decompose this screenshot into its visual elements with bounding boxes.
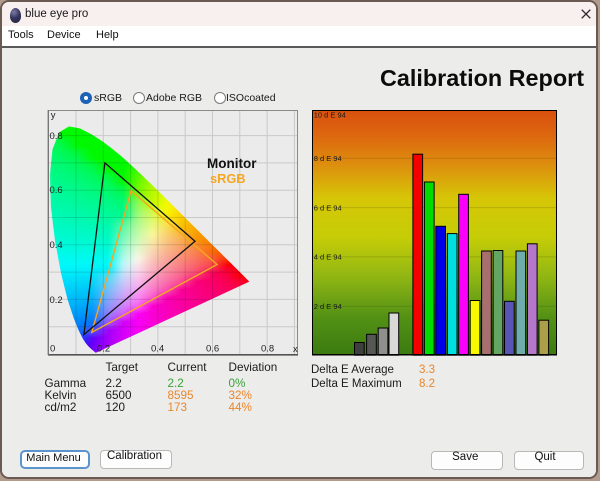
svg-text:0.8: 0.8 [50, 131, 63, 142]
svg-text:6 d E 94: 6 d E 94 [314, 203, 342, 212]
svg-text:Monitor: Monitor [207, 156, 257, 171]
svg-text:10 d E 94: 10 d E 94 [314, 111, 346, 120]
svg-text:sRGB: sRGB [210, 171, 246, 186]
svg-text:0.2: 0.2 [50, 295, 63, 306]
svg-text:4 d E 94: 4 d E 94 [314, 253, 342, 262]
svg-text:0.4: 0.4 [151, 344, 164, 355]
svg-text:2 d E 94: 2 d E 94 [314, 302, 342, 311]
svg-text:0.4: 0.4 [50, 240, 63, 251]
svg-text:8 d E 94: 8 d E 94 [314, 154, 342, 163]
svg-text:0: 0 [50, 344, 55, 355]
svg-text:0.6: 0.6 [50, 185, 63, 196]
svg-text:x: x [293, 344, 298, 355]
svg-text:0.8: 0.8 [261, 344, 274, 355]
svg-text:0.2: 0.2 [97, 344, 110, 355]
svg-text:0.6: 0.6 [206, 344, 219, 355]
svg-text:y: y [51, 110, 56, 121]
